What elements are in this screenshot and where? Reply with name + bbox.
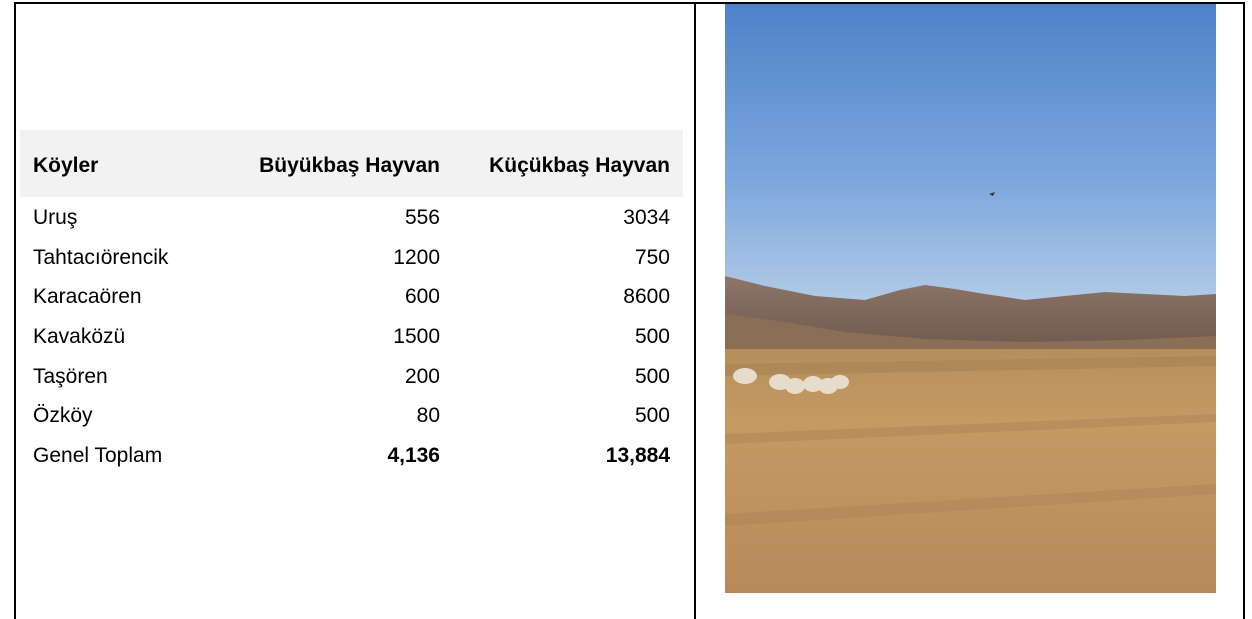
- header-cell: Köyler: [33, 154, 98, 178]
- table-body: Uruş 556 3034 Tahtacıörencik 1200 750 Karacaör…: [20, 197, 683, 476]
- table-row: Uruş 556 3034: [20, 198, 683, 238]
- table-cell: 200: [405, 365, 440, 389]
- table-header: Köyler Büyükbaş Hayvan Küçükbaş Hayvan: [20, 130, 683, 197]
- photo: [725, 4, 1216, 593]
- table-cell: Kavaközü: [33, 325, 125, 349]
- table-cell: 8600: [623, 285, 670, 309]
- table: Köyler Büyükbaş Hayvan Küçükbaş Hayvan U…: [20, 130, 683, 476]
- table-cell: 3034: [623, 206, 670, 230]
- table-row: Taşören 200 500: [20, 357, 683, 397]
- table-cell: Karacaören: [33, 285, 142, 309]
- table-cell: 500: [635, 404, 670, 428]
- table-cell: Taşören: [33, 365, 108, 389]
- table-cell: 600: [405, 285, 440, 309]
- table-cell: 556: [405, 206, 440, 230]
- table-row: Kavaközü 1500 500: [20, 317, 683, 357]
- table-cell: Uruş: [33, 206, 77, 230]
- table-row: Özköy 80 500: [20, 396, 683, 436]
- table-cell: 4,136: [387, 444, 440, 468]
- table-row: Tahtacıörencik 1200 750: [20, 238, 683, 278]
- header-cell: Büyükbaş Hayvan: [259, 154, 440, 178]
- table-cell: 1500: [393, 325, 440, 349]
- table-cell: 500: [635, 325, 670, 349]
- table-cell: Özköy: [33, 404, 93, 428]
- total-row: Genel Toplam 4,136 13,884: [20, 436, 683, 476]
- border-middle: [694, 2, 696, 619]
- table-cell: Tahtacıörencik: [33, 246, 168, 270]
- table-cell: 500: [635, 365, 670, 389]
- table-cell: 13,884: [606, 444, 670, 468]
- border-right: [1243, 2, 1245, 619]
- table-row: Karacaören 600 8600: [20, 277, 683, 317]
- table-cell: 750: [635, 246, 670, 270]
- table-cell: 80: [417, 404, 440, 428]
- table-cell: Genel Toplam: [33, 444, 162, 468]
- table-cell: 1200: [393, 246, 440, 270]
- header-cell: Küçükbaş Hayvan: [489, 154, 670, 178]
- border-left: [14, 2, 16, 619]
- page: Köyler Büyükbaş Hayvan Küçükbaş Hayvan U…: [0, 0, 1252, 619]
